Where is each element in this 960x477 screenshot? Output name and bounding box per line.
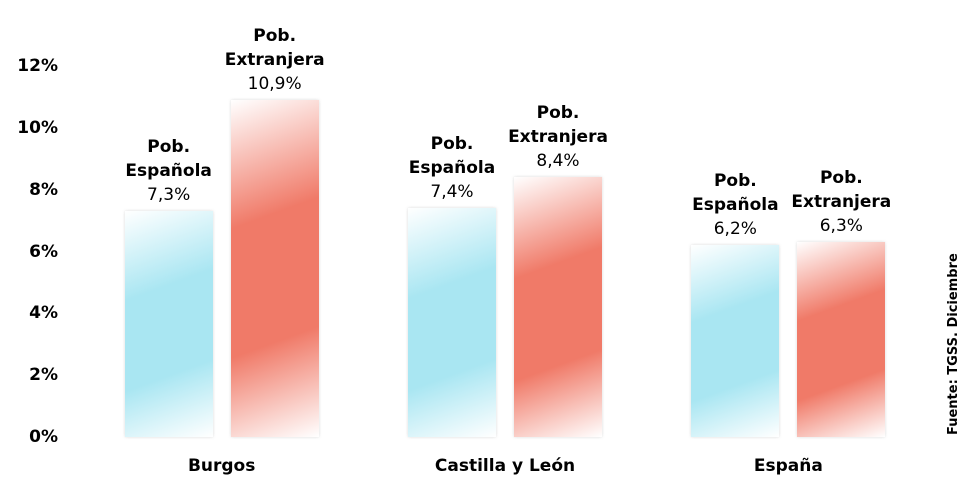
- bar: [514, 177, 602, 437]
- value-label: 10,9%: [247, 74, 302, 94]
- data-label: Pob. Española 6,2%: [683, 169, 787, 241]
- bar: [408, 208, 496, 437]
- x-tick-label: Castilla y León: [434, 456, 576, 476]
- x-tick-label: Burgos: [187, 456, 256, 476]
- value-label: 8,4%: [536, 151, 580, 172]
- y-tick-label: 4%: [29, 303, 58, 324]
- source-note: Fuente: TGSS. Diciembre: [946, 253, 960, 435]
- series-name: Pob. Extranjera: [791, 168, 892, 213]
- series-name: Pob. Extranjera: [508, 103, 608, 148]
- data-label: Pob. Extranjera 8,4%: [506, 101, 610, 173]
- y-tick-label: 2%: [29, 365, 58, 386]
- data-label: Pob. Extranjera 10,9%: [223, 24, 327, 96]
- data-label: Pob. Española 7,4%: [400, 132, 504, 204]
- data-label: Pob. Extranjera 6,3%: [789, 166, 893, 238]
- bar: [230, 100, 319, 437]
- series-name: Pob. Española: [125, 137, 212, 182]
- value-label: 7,3%: [147, 185, 191, 206]
- bar: [691, 245, 780, 437]
- y-tick-label: 0%: [29, 427, 58, 447]
- value-label: 7,4%: [430, 182, 474, 203]
- value-label: 6,3%: [819, 216, 863, 237]
- y-tick-label: 10%: [17, 117, 58, 138]
- series-name: Pob. Española: [408, 134, 496, 179]
- bar: [797, 242, 886, 437]
- x-tick-label: España: [753, 456, 823, 476]
- y-tick-label: 12%: [17, 56, 58, 76]
- y-tick-label: 6%: [29, 241, 58, 262]
- value-label: 6,2%: [713, 219, 757, 240]
- series-name: Pob. Española: [692, 171, 779, 216]
- y-tick-label: 8%: [29, 179, 58, 200]
- data-label: Pob. Española 7,3%: [117, 135, 221, 207]
- bar: [124, 211, 213, 437]
- series-name: Pob. Extranjera: [224, 26, 325, 70]
